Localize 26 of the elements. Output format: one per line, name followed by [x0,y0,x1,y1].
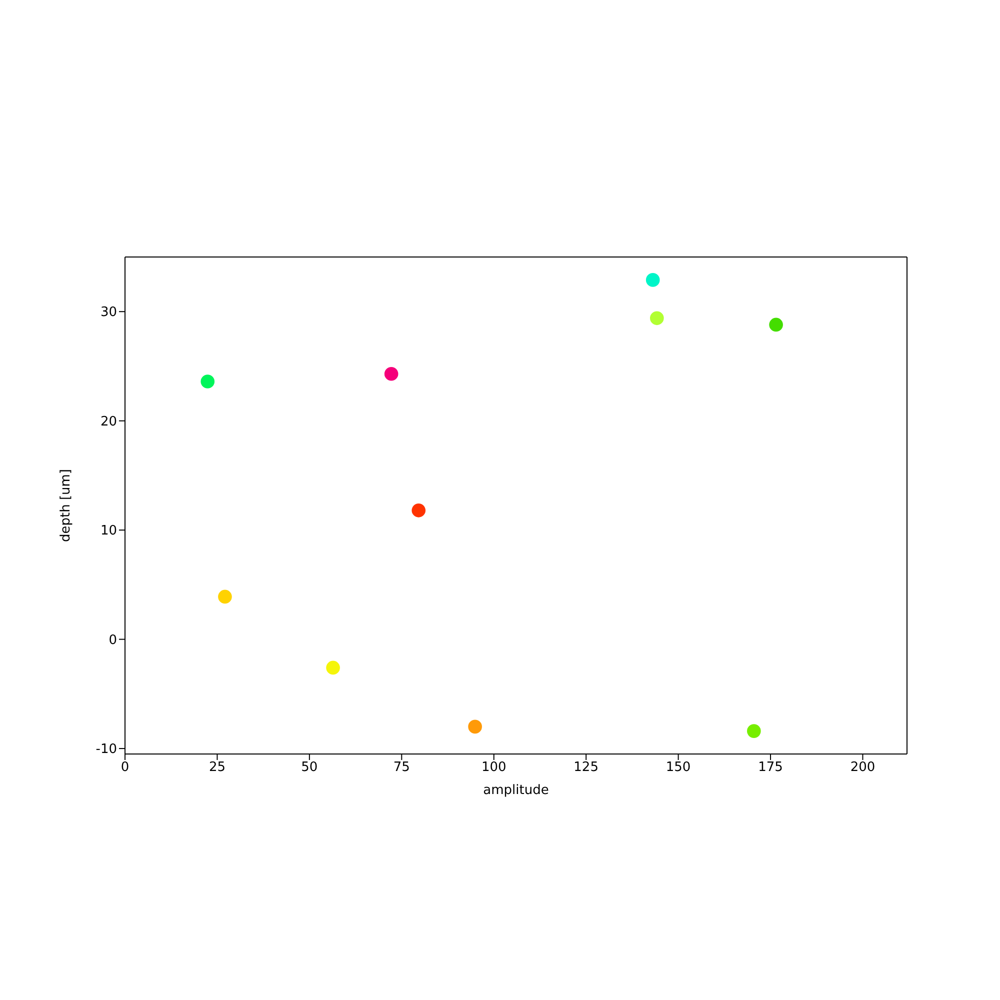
x-tick-label: 50 [301,760,318,776]
y-tick-label: 10 [100,524,117,539]
point [468,720,482,734]
x-tick-label: 150 [666,760,691,776]
y-tick-label: 20 [100,414,117,430]
point [326,660,340,675]
point [769,318,783,332]
x-tick-label: 75 [393,760,410,776]
point [650,311,664,326]
y-tick-label: 0 [108,632,117,648]
x-tick-label: 125 [574,760,598,776]
x-axis-title: amplitude [483,783,549,798]
point [218,590,232,604]
y-axis-title: depth [um] [58,468,74,542]
point [384,366,398,381]
x-tick-label: 25 [208,760,226,776]
point [412,504,426,518]
x-tick-label: 200 [850,760,876,776]
point [747,724,761,738]
y-tick-label: 30 [100,305,117,320]
y-tick-label: -10 [96,742,117,758]
x-tick-label: 100 [481,760,506,776]
point [646,273,660,287]
x-tick-label: 175 [758,760,783,776]
x-tick-label: 0 [120,760,130,776]
point [200,374,215,388]
